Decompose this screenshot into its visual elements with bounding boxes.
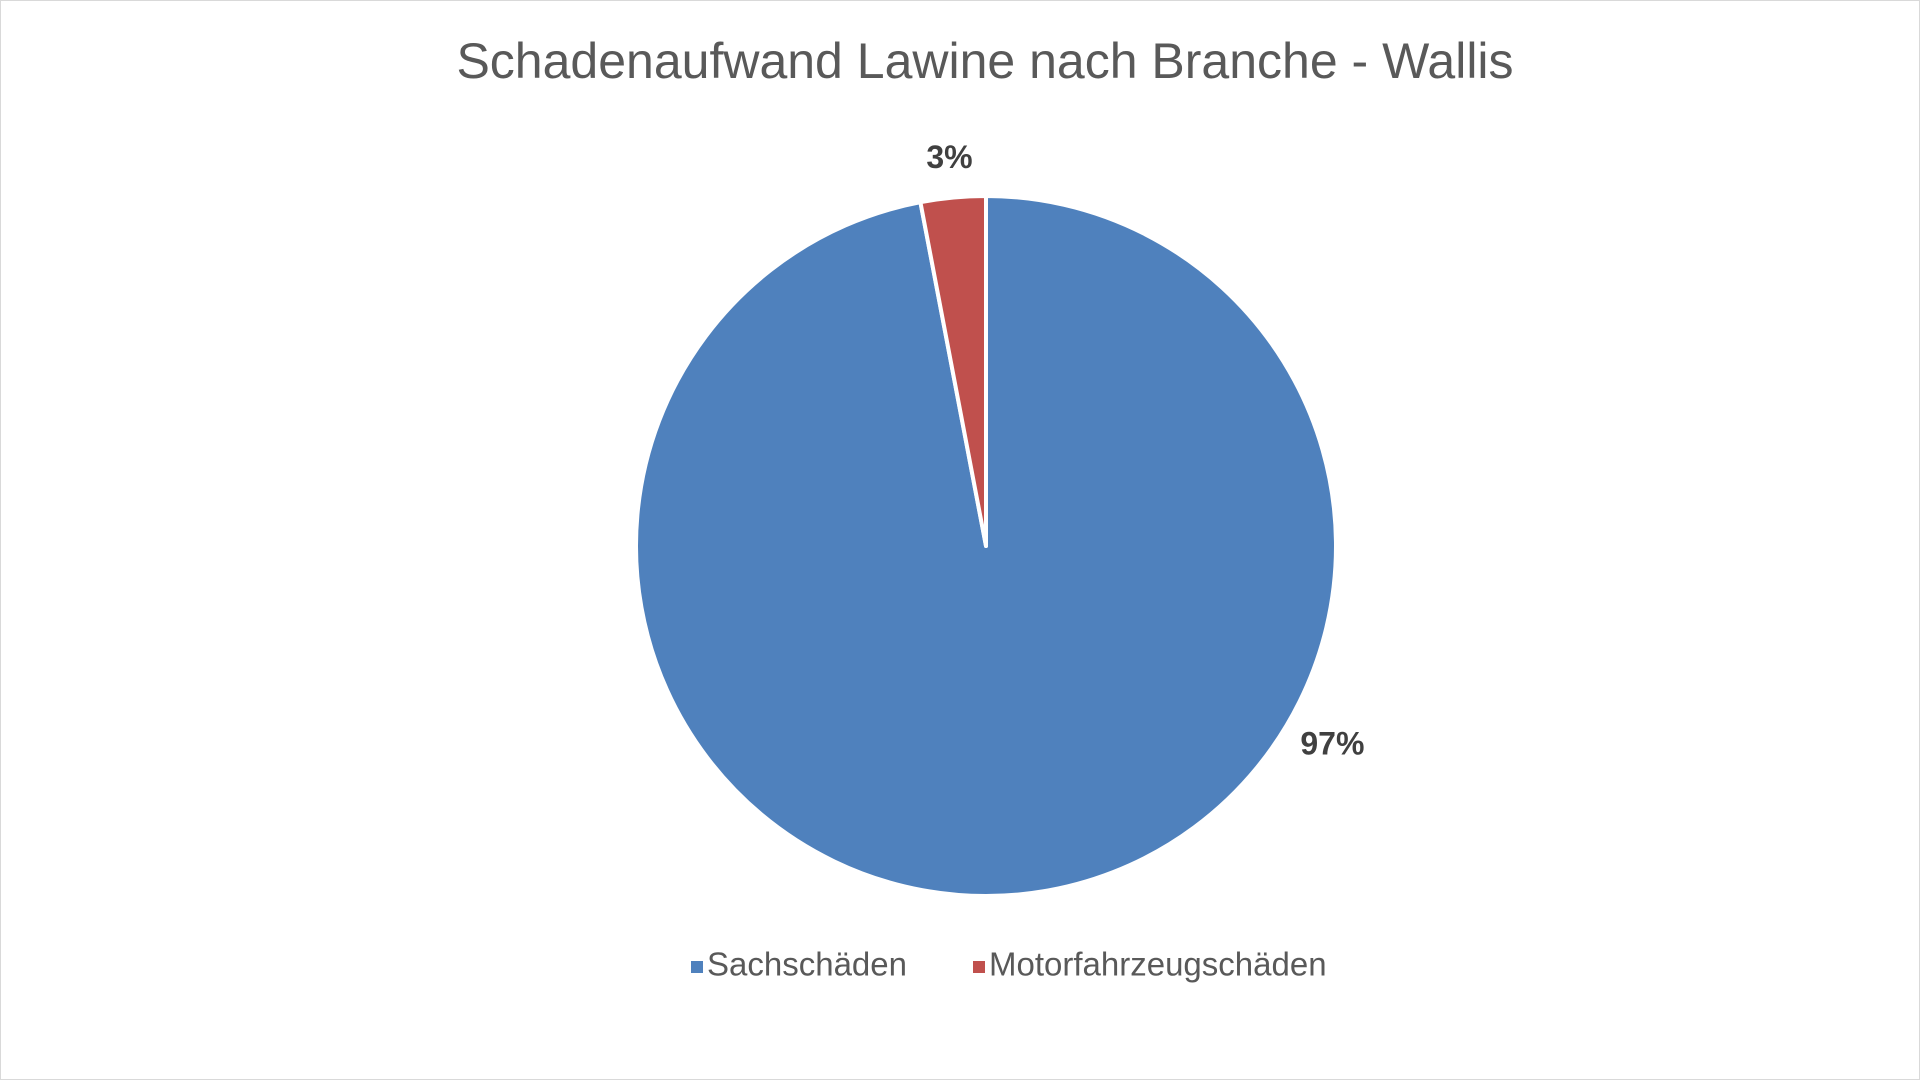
pie-slice-motorfahrzeugschaden — [918, 194, 988, 548]
legend-label-motorfahrzeugschaden: Motorfahrzeugschäden — [989, 946, 1327, 983]
legend: Sachschäden Motorfahrzeugschäden — [691, 946, 1327, 983]
legend-label-sachschaden: Sachschäden — [707, 946, 907, 983]
legend-item-motorfahrzeugschaden: Motorfahrzeugschäden — [973, 946, 1327, 983]
chart-title: Schadenaufwand Lawine nach Branche - Wal… — [456, 33, 1513, 89]
legend-swatch-motorfahrzeugschaden — [973, 961, 985, 973]
data-label-motorfahrzeugschaden: 3% — [926, 139, 972, 175]
data-labels: 97% 3% — [926, 139, 1364, 761]
legend-swatch-sachschaden — [691, 961, 703, 973]
pie-slices — [634, 194, 1338, 898]
legend-item-sachschaden: Sachschäden — [691, 946, 907, 983]
data-label-sachschaden: 97% — [1300, 725, 1364, 761]
